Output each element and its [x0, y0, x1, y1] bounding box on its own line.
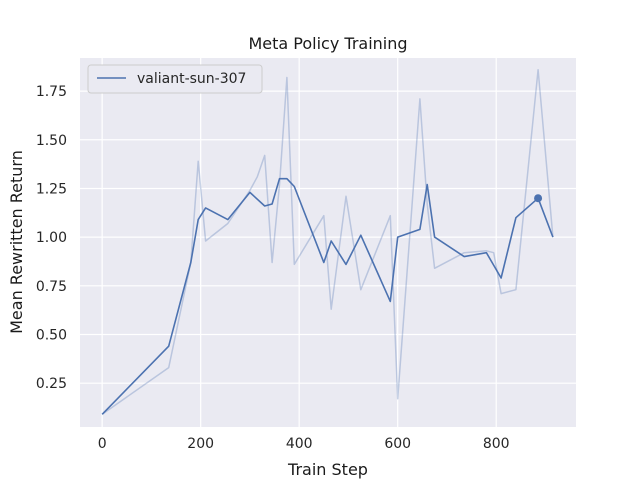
legend: valiant-sun-307 [87, 64, 263, 94]
x-tick-label: 600 [384, 436, 411, 452]
y-tick-label: 0.75 [36, 279, 67, 295]
chart-title: Meta Policy Training [248, 34, 407, 53]
legend-entry-label: valiant-sun-307 [137, 71, 246, 87]
x-axis-label: Train Step [287, 460, 368, 479]
series-layer [101, 68, 554, 415]
legend-box [87, 64, 263, 94]
y-tick-label: 1.00 [36, 230, 67, 246]
y-tick-label: 1.75 [36, 84, 67, 100]
y-tick-label: 0.25 [36, 376, 67, 392]
y-tick-label: 0.50 [36, 328, 67, 344]
y-tick-label: 1.50 [36, 133, 67, 149]
x-tick-label: 400 [286, 436, 313, 452]
y-axis-label: Mean Rewritten Return [7, 150, 26, 334]
y-tick-label: 1.25 [36, 181, 67, 197]
x-tick-label: 200 [187, 436, 214, 452]
series-raw-line [101, 68, 554, 415]
series-smoothed-line [101, 177, 554, 415]
x-tick-label: 0 [98, 436, 107, 452]
series-marker-point [534, 194, 543, 203]
x-axis-ticks: 0 200 400 600 800 [98, 436, 510, 452]
plot-background [80, 58, 576, 427]
y-axis-ticks: 0.25 0.50 0.75 1.00 1.25 1.50 1.75 [36, 84, 67, 392]
x-tick-label: 800 [483, 436, 510, 452]
